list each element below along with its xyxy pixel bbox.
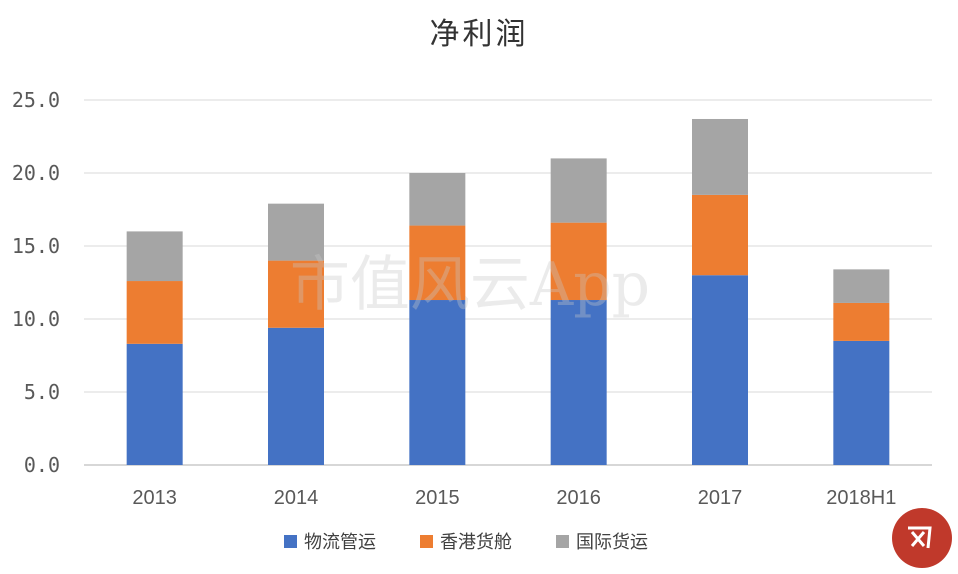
bar-segment [268,327,324,465]
bar-segment [550,222,607,301]
bar-segment [692,194,748,276]
bar-segment [833,302,890,341]
bar-segment [692,275,748,465]
bar-segment [409,225,466,301]
x-tick-label: 2016 [556,487,601,509]
y-tick-label: 5.0 [24,380,60,404]
legend-swatch [284,535,297,548]
watermark: 市值风云App [290,250,650,320]
y-tick-label: 0.0 [24,453,60,477]
legend-label: 物流管运 [304,532,376,553]
bars [126,118,890,465]
y-tick-label: 20.0 [12,161,60,185]
bar-segment [409,300,466,465]
y-tick-label: 15.0 [12,234,60,258]
bar-segment [550,158,607,223]
legend-swatch [556,535,569,548]
y-axis-ticks: 0.0 5.0 10.0 15.0 20.0 25.0 [12,88,60,477]
chart-title: 净利润 [430,17,529,52]
bar-segment [126,281,183,344]
x-tick-label: 2015 [415,487,460,509]
bar-segment [550,300,607,465]
bar-segment [126,343,183,465]
x-tick-label: 2014 [274,487,319,509]
bar-segment [692,118,748,195]
bar-segment [126,231,183,282]
bar-segment [409,173,466,226]
x-tick-label: 2018H1 [826,487,896,509]
bar-segment [833,340,890,465]
gridlines [84,99,932,466]
x-tick-label: 2017 [698,487,743,509]
bar-segment [268,203,324,261]
x-tick-label: 2013 [132,487,177,509]
y-tick-label: 25.0 [12,88,60,112]
bar-segment [833,269,890,303]
y-tick-label: 10.0 [12,307,60,331]
legend: 物流管运 香港货舱 国际货运 [284,532,648,553]
legend-label: 香港货舱 [440,532,512,553]
legend-label: 国际货运 [576,532,648,553]
logo-badge [892,508,952,568]
bar-segment [268,260,324,328]
x-axis-ticks: 2013 2014 2015 2016 2017 2018H1 [132,487,896,509]
legend-swatch [420,535,433,548]
